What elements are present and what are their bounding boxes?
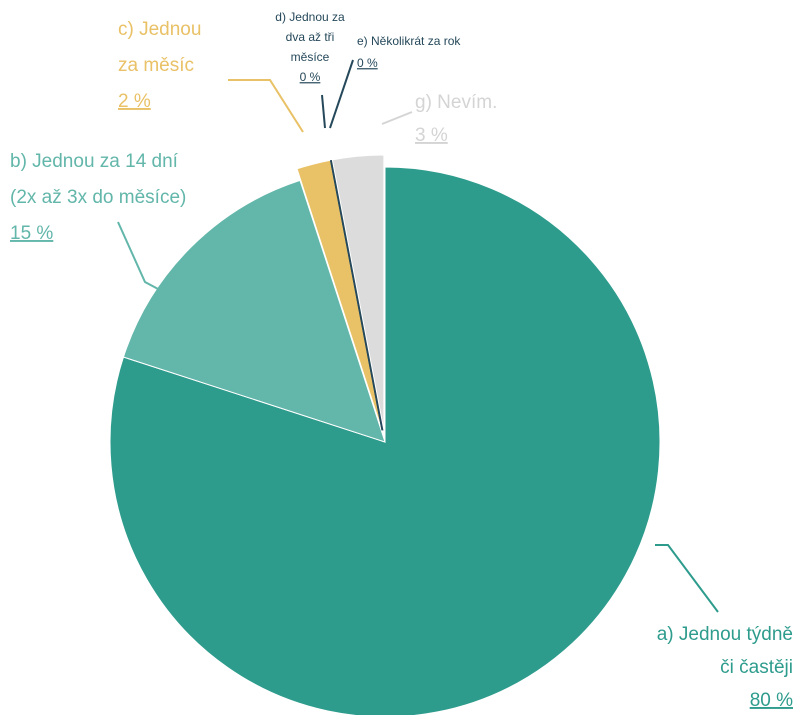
leader-line [329, 59, 354, 129]
slice-label: a) Jednou týdně [657, 624, 793, 645]
slice-label: či častěji [720, 657, 793, 678]
leader-line [655, 544, 719, 613]
slice-label: měsíce [291, 50, 330, 64]
value-label: 15 % [10, 223, 53, 244]
value-label: 80 % [750, 690, 793, 711]
slice-label: b) Jednou za 14 dní [10, 151, 179, 172]
pie-slice [331, 154, 385, 431]
leader-line [381, 111, 413, 125]
leader-line [228, 79, 304, 133]
slice-label: g) Nevím. [415, 92, 497, 113]
leader-line [321, 94, 326, 129]
pie-slice [122, 179, 386, 443]
value-label: 0 % [300, 70, 321, 84]
pie-slice [109, 166, 661, 715]
value-label: 0 % [357, 56, 378, 70]
value-label: 3 % [415, 125, 448, 146]
slice-label: c) Jednou [118, 19, 201, 40]
slice-label: e) Několikrát za rok [357, 34, 461, 48]
value-label: 2 % [118, 91, 151, 112]
pie-slice [329, 159, 384, 431]
slice-label: za měsíc [118, 55, 194, 76]
slice-label: d) Jednou za [275, 10, 345, 24]
slice-label: (2x až 3x do měsíce) [10, 187, 186, 208]
leader-line [117, 221, 161, 291]
slice-label: dva až tři [286, 30, 335, 44]
